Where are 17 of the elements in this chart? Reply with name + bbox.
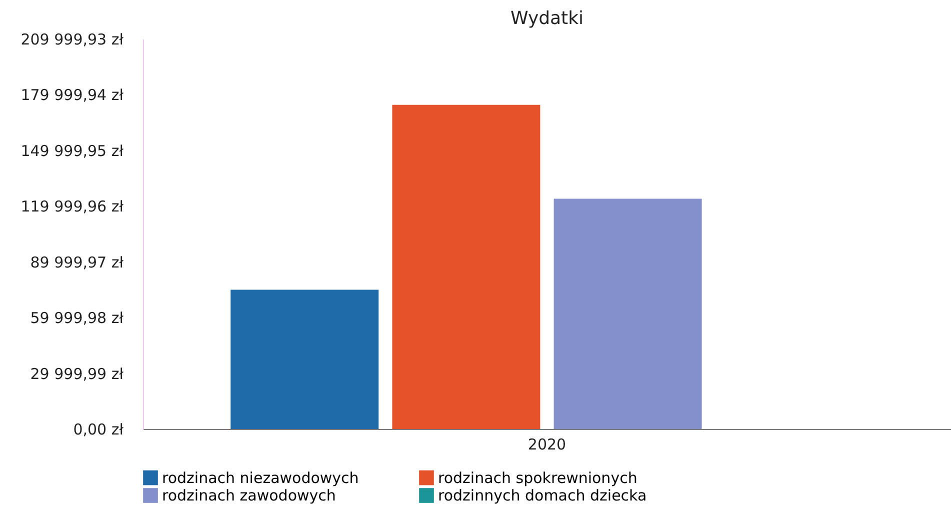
y-tick-label: 179 999,94 zł [20,86,124,104]
legend-label: rodzinnych domach dziecka [438,486,647,504]
bar [392,104,540,429]
y-tick-label: 119 999,96 zł [20,198,124,216]
y-tick-label: 89 999,97 zł [30,253,124,272]
y-tick-label: 149 999,95 zł [20,142,124,160]
y-tick-label: 29 999,99 zł [30,364,124,383]
chart-title: Wydatki [510,8,584,29]
legend-label: rodzinach spokrewnionych [438,468,638,487]
y-tick-label: 59 999,98 zł [30,309,124,328]
bar [554,198,702,429]
y-tick-label: 0,00 zł [73,420,124,438]
bar [230,290,379,429]
legend-label: rodzinach niezawodowych [162,468,359,487]
legend-label: rodzinach zawodowych [162,486,336,504]
x-tick-label: 2020 [528,436,566,454]
y-tick-label: 209 999,93 zł [20,30,124,48]
